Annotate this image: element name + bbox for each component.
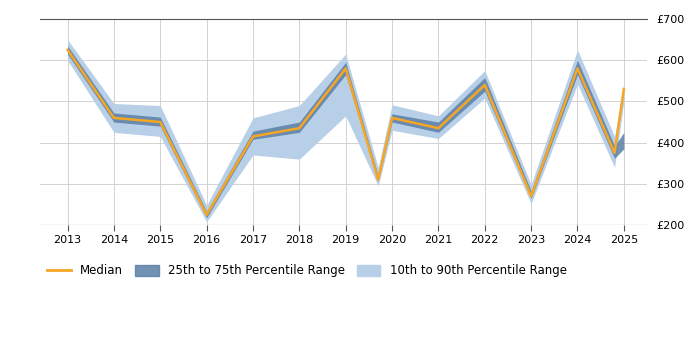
Legend: Median, 25th to 75th Percentile Range, 10th to 90th Percentile Range: Median, 25th to 75th Percentile Range, 1… (43, 261, 570, 281)
